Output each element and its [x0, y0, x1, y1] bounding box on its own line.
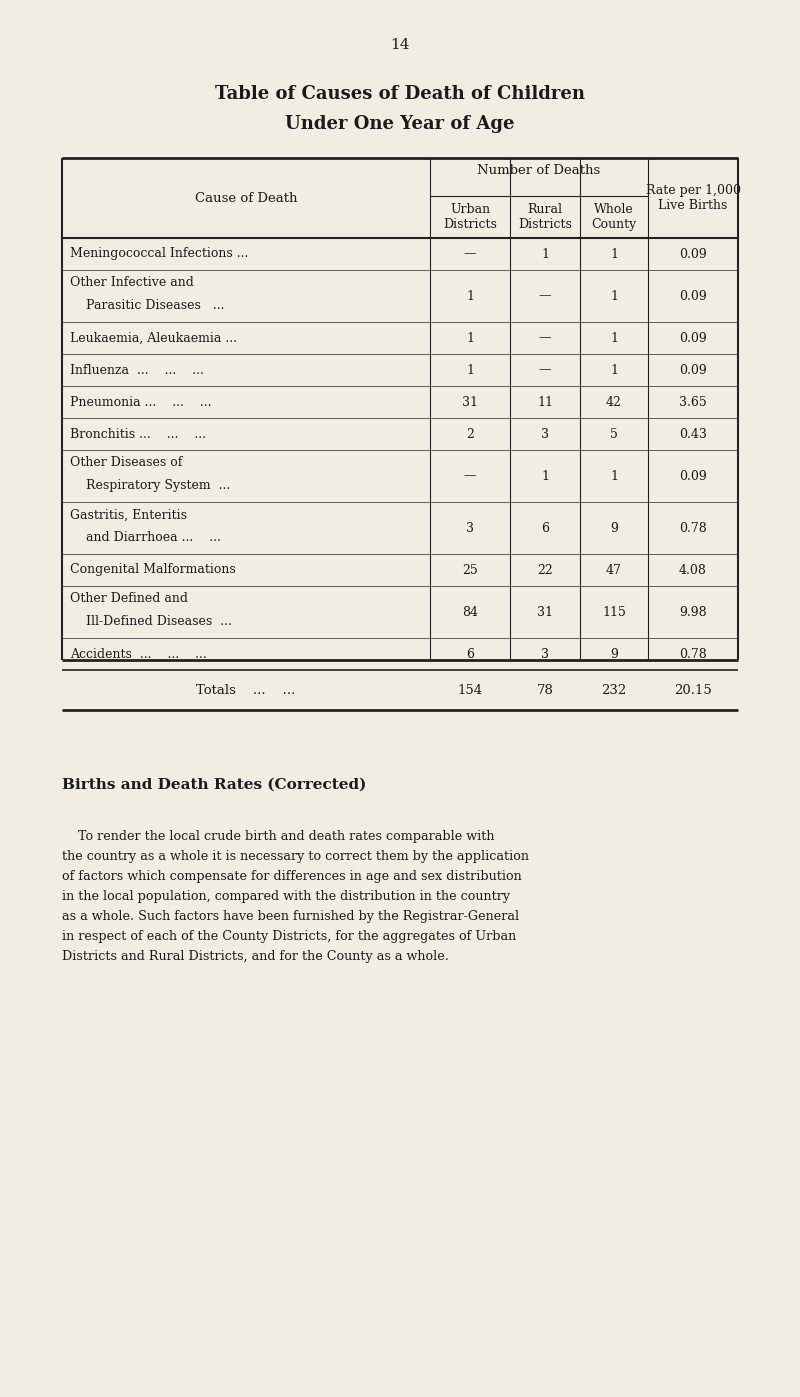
Text: Rate per 1,000
Live Births: Rate per 1,000 Live Births — [646, 184, 741, 212]
Text: 4.08: 4.08 — [679, 563, 707, 577]
Text: Ill-Defined Diseases  ...: Ill-Defined Diseases ... — [70, 615, 232, 627]
Text: 9.98: 9.98 — [679, 605, 707, 619]
Text: Other Infective and: Other Infective and — [70, 277, 194, 289]
Text: 1: 1 — [610, 289, 618, 303]
Text: 47: 47 — [606, 563, 622, 577]
Text: 25: 25 — [462, 563, 478, 577]
Text: Parasitic Diseases   ...: Parasitic Diseases ... — [70, 299, 225, 312]
Text: 1: 1 — [610, 469, 618, 482]
Text: 31: 31 — [537, 605, 553, 619]
Text: 6: 6 — [466, 647, 474, 661]
Text: To render the local crude birth and death rates comparable with: To render the local crude birth and deat… — [62, 830, 494, 842]
Text: as a whole. Such factors have been furnished by the Registrar-General: as a whole. Such factors have been furni… — [62, 909, 519, 923]
Text: 5: 5 — [610, 427, 618, 440]
Text: Other Defined and: Other Defined and — [70, 592, 188, 605]
Text: Number of Deaths: Number of Deaths — [478, 163, 601, 177]
Text: 78: 78 — [537, 683, 554, 697]
Text: 154: 154 — [458, 683, 482, 697]
Text: Meningococcal Infections ...: Meningococcal Infections ... — [70, 247, 248, 260]
Text: of factors which compensate for differences in age and sex distribution: of factors which compensate for differen… — [62, 870, 522, 883]
Text: Influenza  ...    ...    ...: Influenza ... ... ... — [70, 363, 204, 377]
Text: the country as a whole it is necessary to correct them by the application: the country as a whole it is necessary t… — [62, 849, 529, 863]
Text: Totals    ...    ...: Totals ... ... — [196, 683, 296, 697]
Text: Rural
Districts: Rural Districts — [518, 203, 572, 231]
Text: Under One Year of Age: Under One Year of Age — [286, 115, 514, 133]
Text: 0.09: 0.09 — [679, 469, 707, 482]
Text: 20.15: 20.15 — [674, 683, 712, 697]
Text: 1: 1 — [466, 363, 474, 377]
Text: 0.09: 0.09 — [679, 247, 707, 260]
Text: 31: 31 — [462, 395, 478, 408]
Text: 42: 42 — [606, 395, 622, 408]
Text: 6: 6 — [541, 521, 549, 535]
Text: 0.09: 0.09 — [679, 363, 707, 377]
Text: Accidents  ...    ...    ...: Accidents ... ... ... — [70, 647, 206, 661]
Text: 14: 14 — [390, 38, 410, 52]
Text: Congenital Malformations: Congenital Malformations — [70, 563, 236, 577]
Text: 1: 1 — [610, 363, 618, 377]
Text: 0.78: 0.78 — [679, 521, 707, 535]
Text: 0.09: 0.09 — [679, 289, 707, 303]
Text: Pneumonia ...    ...    ...: Pneumonia ... ... ... — [70, 395, 211, 408]
Text: Leukaemia, Aleukaemia ...: Leukaemia, Aleukaemia ... — [70, 331, 237, 345]
Text: 3: 3 — [541, 647, 549, 661]
Text: Bronchitis ...    ...    ...: Bronchitis ... ... ... — [70, 427, 206, 440]
Text: Whole
County: Whole County — [591, 203, 637, 231]
Text: Urban
Districts: Urban Districts — [443, 203, 497, 231]
Text: 1: 1 — [541, 469, 549, 482]
Text: 3: 3 — [541, 427, 549, 440]
Text: 11: 11 — [537, 395, 553, 408]
Text: Gastritis, Enteritis: Gastritis, Enteritis — [70, 509, 187, 521]
Text: and Diarrhoea ...    ...: and Diarrhoea ... ... — [70, 531, 221, 543]
Text: 84: 84 — [462, 605, 478, 619]
Text: Table of Causes of Death of Children: Table of Causes of Death of Children — [215, 85, 585, 103]
Text: in respect of each of the County Districts, for the aggregates of Urban: in respect of each of the County Distric… — [62, 930, 516, 943]
Text: —: — — [538, 289, 551, 303]
Text: 0.78: 0.78 — [679, 647, 707, 661]
Text: —: — — [464, 247, 476, 260]
Text: —: — — [538, 331, 551, 345]
Text: 3.65: 3.65 — [679, 395, 707, 408]
Text: 1: 1 — [610, 247, 618, 260]
Text: 232: 232 — [602, 683, 626, 697]
Text: Other Diseases of: Other Diseases of — [70, 457, 182, 469]
Text: Districts and Rural Districts, and for the County as a whole.: Districts and Rural Districts, and for t… — [62, 950, 449, 963]
Text: 1: 1 — [610, 331, 618, 345]
Text: 1: 1 — [466, 331, 474, 345]
Text: Respiratory System  ...: Respiratory System ... — [70, 479, 230, 492]
Text: 9: 9 — [610, 647, 618, 661]
Text: 1: 1 — [466, 289, 474, 303]
Text: 0.09: 0.09 — [679, 331, 707, 345]
Text: —: — — [464, 469, 476, 482]
Text: —: — — [538, 363, 551, 377]
Text: 0.43: 0.43 — [679, 427, 707, 440]
Text: 1: 1 — [541, 247, 549, 260]
Text: 3: 3 — [466, 521, 474, 535]
Text: Births and Death Rates (Corrected): Births and Death Rates (Corrected) — [62, 778, 366, 792]
Text: Cause of Death: Cause of Death — [194, 191, 298, 204]
Text: 22: 22 — [537, 563, 553, 577]
Text: 9: 9 — [610, 521, 618, 535]
Text: 115: 115 — [602, 605, 626, 619]
Text: in the local population, compared with the distribution in the country: in the local population, compared with t… — [62, 890, 510, 902]
Text: 2: 2 — [466, 427, 474, 440]
